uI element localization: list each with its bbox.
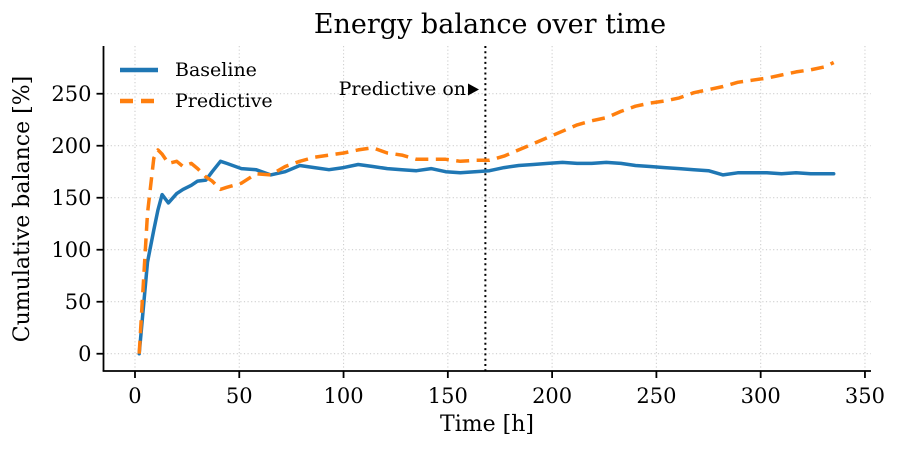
legend-baseline-label: Baseline bbox=[175, 59, 257, 81]
x-tick-label: 250 bbox=[636, 384, 676, 408]
y-tick-label: 100 bbox=[51, 238, 91, 262]
x-tick-label: 150 bbox=[428, 384, 468, 408]
x-tick-label: 0 bbox=[128, 384, 141, 408]
series-line-baseline bbox=[137, 159, 836, 356]
y-axis-label: Cumulative balance [%] bbox=[10, 76, 35, 342]
x-tick-label: 100 bbox=[324, 384, 364, 408]
x-tick-label: 350 bbox=[845, 384, 885, 408]
x-tick-label: 50 bbox=[226, 384, 253, 408]
x-tick-label: 200 bbox=[532, 384, 572, 408]
arrow-right-icon bbox=[468, 83, 479, 96]
y-tick-label: 50 bbox=[65, 290, 92, 314]
x-tick-label: 300 bbox=[741, 384, 781, 408]
y-tick-label: 200 bbox=[51, 134, 91, 158]
annotation-text: Predictive on bbox=[339, 78, 466, 100]
chart-title: Energy balance over time bbox=[314, 9, 666, 40]
y-tick-label: 150 bbox=[51, 186, 91, 210]
y-tick-label: 0 bbox=[78, 342, 91, 366]
x-axis-label: Time [h] bbox=[440, 412, 534, 437]
gridlines bbox=[103, 46, 871, 371]
legend-predictive-label: Predictive bbox=[175, 90, 273, 112]
legend: Baseline Predictive bbox=[120, 59, 273, 112]
series-line-predictive bbox=[137, 60, 835, 354]
data-series bbox=[137, 60, 836, 356]
y-tick-label: 250 bbox=[51, 82, 91, 106]
annotation-predictive-on: Predictive on bbox=[339, 78, 479, 100]
axes-and-ticks: 0 50 100 150 200 250 300 350 0 50 100 150 200 250 bbox=[51, 46, 885, 408]
